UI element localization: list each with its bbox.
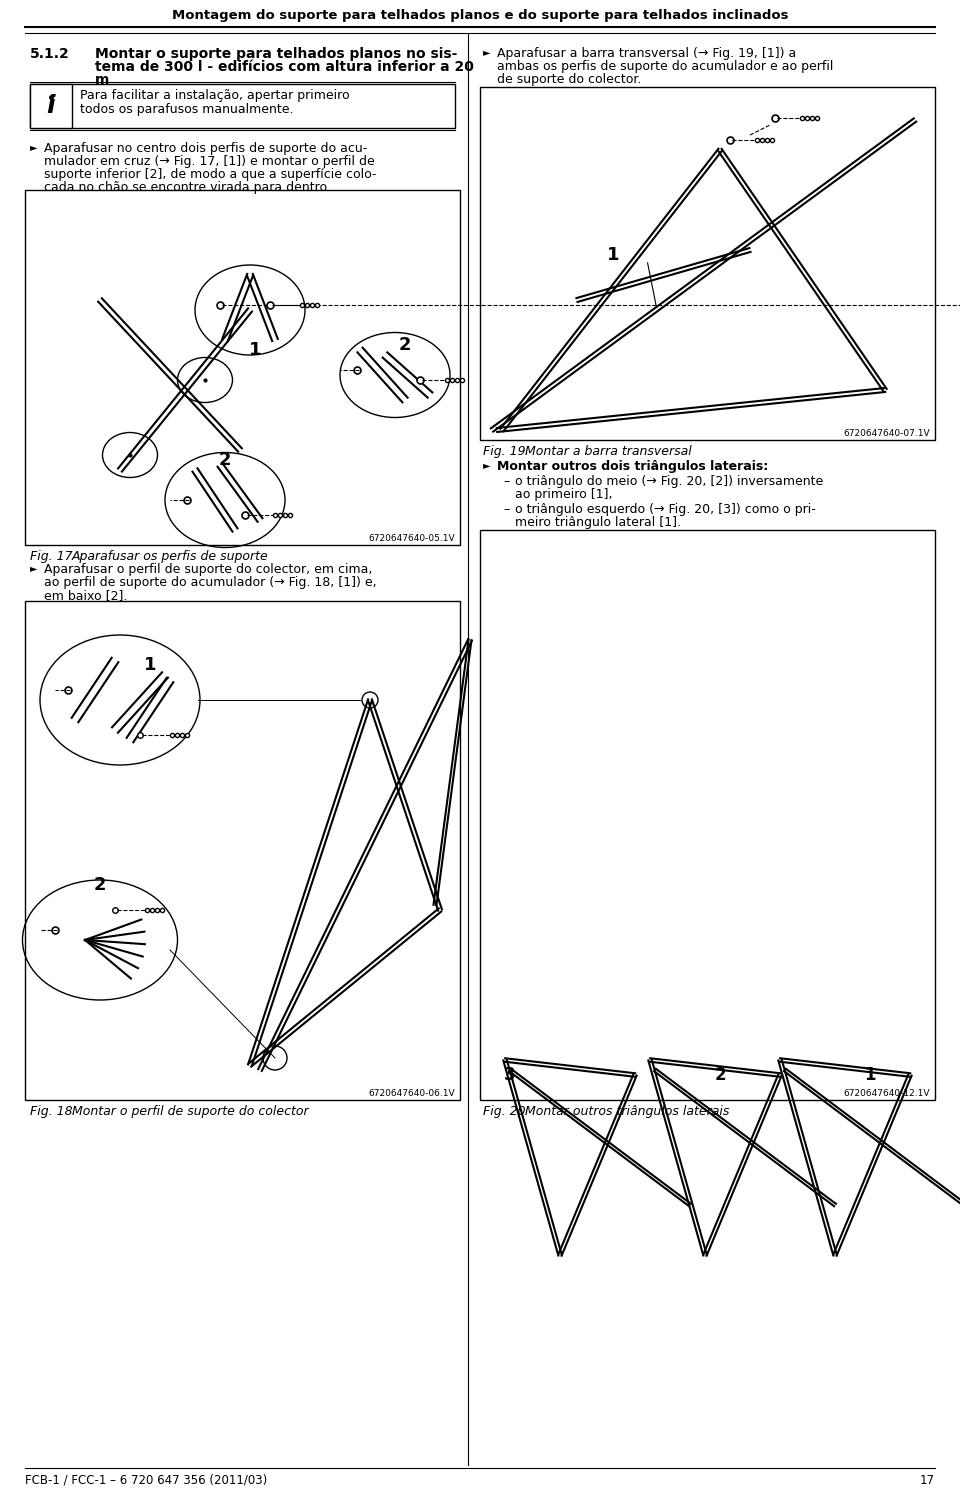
- Text: Aparafusar a barra transversal (→ Fig. 19, [1]) a: Aparafusar a barra transversal (→ Fig. 1…: [497, 47, 796, 60]
- Text: em baixo [2].: em baixo [2].: [44, 589, 128, 602]
- Text: 6720647640-12.1V: 6720647640-12.1V: [844, 1089, 930, 1098]
- Text: 6720647640-07.1V: 6720647640-07.1V: [844, 430, 930, 439]
- Text: Aparafusar os perfis de suporte: Aparafusar os perfis de suporte: [72, 550, 269, 563]
- Text: 2: 2: [714, 1066, 726, 1084]
- FancyBboxPatch shape: [25, 189, 460, 545]
- Text: suporte inferior [2], de modo a que a superfície colo-: suporte inferior [2], de modo a que a su…: [44, 168, 376, 182]
- Text: 5.1.2: 5.1.2: [30, 47, 70, 62]
- Text: o triângulo esquerdo (→ Fig. 20, [3]) como o pri-: o triângulo esquerdo (→ Fig. 20, [3]) co…: [515, 503, 816, 517]
- Text: de suporte do colector.: de suporte do colector.: [497, 74, 641, 86]
- Text: –: –: [503, 475, 509, 488]
- Text: Montagem do suporte para telhados planos e do suporte para telhados inclinados: Montagem do suporte para telhados planos…: [172, 9, 788, 21]
- Text: Montar o suporte para telhados planos no sis-: Montar o suporte para telhados planos no…: [95, 47, 457, 62]
- Text: 1: 1: [249, 341, 261, 359]
- Text: cada no chão se encontre virada para dentro.: cada no chão se encontre virada para den…: [44, 182, 331, 194]
- Text: o triângulo do meio (→ Fig. 20, [2]) inversamente: o triângulo do meio (→ Fig. 20, [2]) inv…: [515, 475, 824, 488]
- Text: mulador em cruz (→ Fig. 17, [1]) e montar o perfil de: mulador em cruz (→ Fig. 17, [1]) e monta…: [44, 155, 374, 168]
- Text: 1: 1: [607, 246, 619, 264]
- FancyBboxPatch shape: [30, 84, 72, 128]
- Text: todos os parafusos manualmente.: todos os parafusos manualmente.: [80, 104, 294, 117]
- Text: 1: 1: [864, 1066, 876, 1084]
- FancyBboxPatch shape: [30, 84, 455, 128]
- Text: Montar outros dois triângulos laterais:: Montar outros dois triângulos laterais:: [497, 460, 768, 473]
- Text: ambas os perfis de suporte do acumulador e ao perfil: ambas os perfis de suporte do acumulador…: [497, 60, 833, 74]
- Text: Fig. 17: Fig. 17: [30, 550, 73, 563]
- Text: 3: 3: [504, 1066, 516, 1084]
- Text: 2: 2: [219, 451, 231, 469]
- Text: Montar o perfil de suporte do colector: Montar o perfil de suporte do colector: [72, 1105, 308, 1117]
- Text: 17: 17: [920, 1473, 935, 1487]
- Text: FCB-1 / FCC-1 – 6 720 647 356 (2011/03): FCB-1 / FCC-1 – 6 720 647 356 (2011/03): [25, 1473, 267, 1487]
- Text: –: –: [503, 503, 509, 517]
- Text: m: m: [95, 74, 109, 87]
- Text: ►: ►: [483, 460, 491, 470]
- Text: 6720647640-05.1V: 6720647640-05.1V: [369, 535, 455, 544]
- Text: 6720647640-06.1V: 6720647640-06.1V: [369, 1089, 455, 1098]
- Text: Fig. 20: Fig. 20: [483, 1105, 526, 1117]
- FancyBboxPatch shape: [480, 530, 935, 1099]
- Text: Fig. 18: Fig. 18: [30, 1105, 73, 1117]
- Text: ►: ►: [30, 563, 37, 572]
- Text: ao perfil de suporte do acumulador (→ Fig. 18, [1]) e,: ao perfil de suporte do acumulador (→ Fi…: [44, 575, 376, 589]
- Text: tema de 300 l - edifícios com altura inferior a 20: tema de 300 l - edifícios com altura inf…: [95, 60, 474, 74]
- Text: ►: ►: [483, 47, 491, 57]
- Text: ao primeiro [1],: ao primeiro [1],: [515, 488, 612, 502]
- Text: meiro triângulo lateral [1].: meiro triângulo lateral [1].: [515, 517, 681, 529]
- Text: Fig. 19: Fig. 19: [483, 445, 526, 458]
- Text: i: i: [47, 95, 56, 119]
- Text: 2: 2: [398, 336, 411, 354]
- Text: Montar outros triângulos laterais: Montar outros triângulos laterais: [525, 1105, 730, 1117]
- Text: 1: 1: [144, 656, 156, 674]
- Text: 2: 2: [94, 876, 107, 894]
- Text: Aparafusar no centro dois perfis de suporte do acu-: Aparafusar no centro dois perfis de supo…: [44, 143, 368, 155]
- Text: Montar a barra transversal: Montar a barra transversal: [525, 445, 692, 458]
- FancyBboxPatch shape: [480, 87, 935, 440]
- Text: ►: ►: [30, 143, 37, 152]
- Text: Aparafusar o perfil de suporte do colector, em cima,: Aparafusar o perfil de suporte do colect…: [44, 563, 372, 575]
- Text: Para facilitar a instalação, apertar primeiro: Para facilitar a instalação, apertar pri…: [80, 90, 349, 102]
- FancyBboxPatch shape: [25, 601, 460, 1099]
